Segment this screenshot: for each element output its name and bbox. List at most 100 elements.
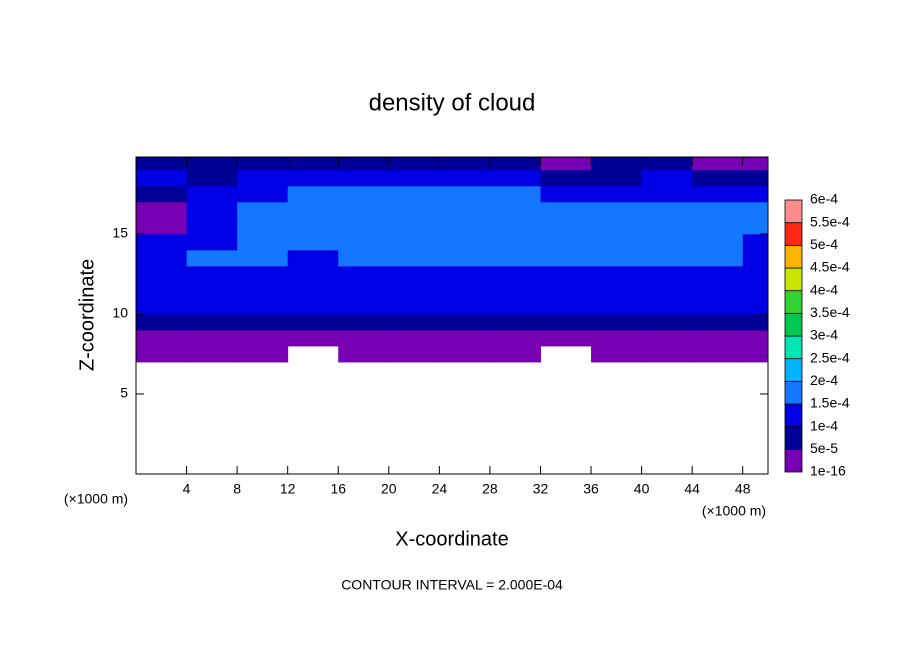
contour-cell (641, 157, 693, 171)
contour-note: CONTOUR INTERVAL = 2.000E-04 (341, 577, 563, 593)
contour-cell (692, 297, 744, 315)
contour-cell (439, 201, 491, 219)
contour-cell (540, 201, 592, 219)
contour-cell (237, 329, 289, 347)
contour-cell (540, 265, 592, 283)
contour-cell (742, 169, 769, 187)
y-tick-label: 15 (112, 225, 128, 241)
colorbar-box (784, 290, 803, 314)
x-tick-label: 8 (233, 481, 241, 497)
plot-frame (135, 156, 769, 475)
contour-cell (388, 185, 440, 203)
contour-cell (641, 169, 693, 187)
contour-cell (641, 297, 693, 315)
contour-cell (237, 297, 289, 315)
contour-cell (742, 233, 769, 251)
contour-cell (540, 249, 592, 267)
contour-cell (489, 217, 541, 235)
colorbar-label: 1e-4 (810, 417, 838, 433)
contour-cell (489, 249, 541, 267)
contour-cell (591, 201, 643, 219)
contour-cell (338, 345, 390, 363)
contour-cell (186, 249, 238, 267)
contour-cell (540, 185, 592, 203)
contour-cell (641, 313, 693, 331)
contour-cell (186, 233, 238, 251)
contour-cell (540, 281, 592, 299)
contour-cell (237, 157, 289, 171)
contour-cell (388, 233, 440, 251)
contour-cell (439, 297, 491, 315)
contour-cell (591, 265, 643, 283)
contour-cell (287, 297, 339, 315)
contour-cell (489, 329, 541, 347)
contour-cell (237, 233, 289, 251)
contour-cell (692, 329, 744, 347)
contour-cell (591, 233, 643, 251)
contour-cell (439, 157, 491, 171)
contour-cell (136, 249, 188, 267)
contour-cell (692, 265, 744, 283)
contour-cell (742, 265, 769, 283)
contour-cell (287, 249, 339, 267)
contour-cell (489, 233, 541, 251)
contour-cell (540, 329, 592, 347)
contour-cell (641, 265, 693, 283)
contour-cell (136, 329, 188, 347)
x-tick-label: 44 (684, 481, 700, 497)
contour-cell (338, 329, 390, 347)
contour-cell (439, 233, 491, 251)
contour-cell (388, 217, 440, 235)
contour-cell (692, 249, 744, 267)
contour-cell (136, 157, 188, 171)
colorbar-box (784, 358, 803, 382)
contour-cell (186, 297, 238, 315)
contour-cell (489, 169, 541, 187)
colorbar-label: 5.5e-4 (810, 213, 850, 229)
contour-cell (388, 345, 440, 363)
contour-cell (742, 185, 769, 203)
contour-cell (237, 345, 289, 363)
contour-cell (136, 345, 188, 363)
colorbar-box (784, 426, 803, 450)
colorbar-box (784, 380, 803, 405)
colorbar-label: 2.5e-4 (810, 349, 850, 365)
colorbar-label: 5e-4 (810, 236, 838, 252)
contour-cell (641, 233, 693, 251)
contour-cell (591, 185, 643, 203)
contour-cell (742, 217, 769, 235)
contour-cell (136, 297, 188, 315)
contour-cell (489, 201, 541, 219)
contour-cell (540, 313, 592, 331)
contour-cell (338, 169, 390, 187)
contour-cell (186, 329, 238, 347)
x-tick-label: 16 (330, 481, 346, 497)
contour-cell (388, 157, 440, 171)
contour-cell (439, 185, 491, 203)
contour-cell (742, 157, 769, 171)
contour-cell (237, 281, 289, 299)
contour-cell (641, 217, 693, 235)
x-axis-title: X-coordinate (395, 528, 508, 550)
contour-cell (338, 185, 390, 203)
colorbar-box (784, 244, 803, 269)
contour-cell (439, 169, 491, 187)
contour-cell (641, 185, 693, 203)
contour-cell (237, 169, 289, 187)
contour-cell (692, 313, 744, 331)
contour-cell (186, 281, 238, 299)
contour-cell (338, 265, 390, 283)
contour-cell (237, 313, 289, 331)
contour-cell (338, 297, 390, 315)
colorbar-label: 1.5e-4 (810, 395, 850, 411)
contour-cell (540, 157, 592, 171)
contour-cell (237, 217, 289, 235)
contour-cell (489, 157, 541, 171)
contour-cell (692, 185, 744, 203)
colorbar-box (784, 267, 803, 292)
contour-cell (388, 265, 440, 283)
x-tick-label: 20 (381, 481, 397, 497)
contour-cell (439, 345, 491, 363)
colorbar-label: 6e-4 (810, 191, 838, 207)
